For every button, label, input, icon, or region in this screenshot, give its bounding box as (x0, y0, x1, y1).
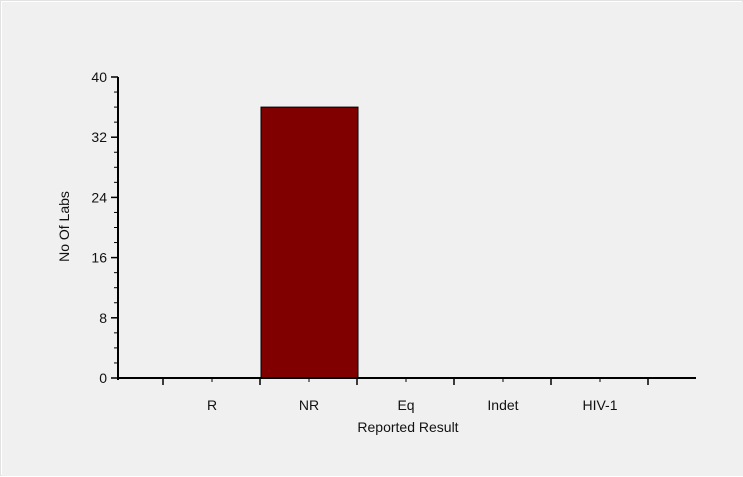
y-tick-label: 32 (91, 129, 107, 145)
y-tick-label: 40 (91, 69, 107, 85)
y-tick-label: 8 (99, 310, 107, 326)
x-axis-title: Reported Result (357, 419, 458, 435)
labels-layer: 0 8 16 24 32 40 R NR Eq Indet HIV-1 (91, 69, 617, 413)
x-tick-label: NR (299, 397, 319, 413)
x-tick-label: Eq (397, 397, 414, 413)
bar-nr (260, 106, 359, 379)
y-tick-label: 24 (91, 189, 107, 205)
x-tick-label: HIV-1 (582, 397, 617, 413)
y-tick-label: 16 (91, 250, 107, 266)
y-axis-title: No Of Labs (56, 191, 72, 262)
y-tick-label: 0 (99, 370, 107, 386)
x-tick-label: Indet (487, 397, 518, 413)
x-tick-label: R (207, 397, 217, 413)
bars-layer (260, 106, 359, 379)
axes-layer (111, 76, 696, 385)
